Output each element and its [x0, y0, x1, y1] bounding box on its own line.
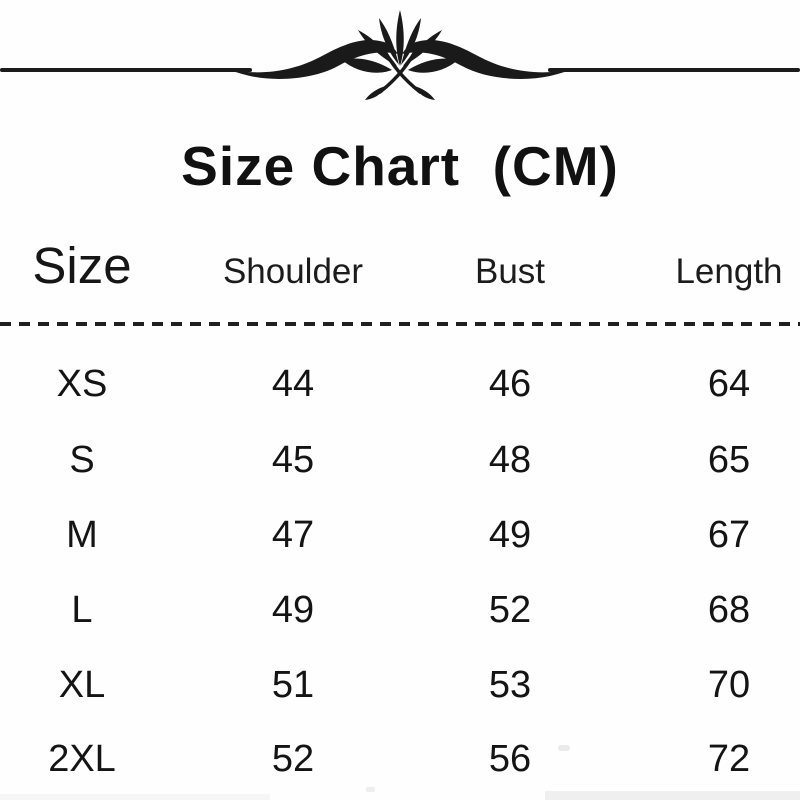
table-row: 2XL 52 56 72	[0, 740, 800, 778]
size-label: S	[69, 439, 95, 481]
shoulder-value: 49	[271, 589, 315, 631]
shoulder-value: 47	[271, 514, 315, 556]
table-row: XL 51 53 70	[0, 666, 800, 704]
bust-value: 52	[488, 589, 532, 631]
length-value: 67	[707, 514, 751, 556]
shoulder-value: 44	[271, 363, 315, 405]
top-rule-right	[548, 68, 800, 72]
table-row: S 45 48 65	[0, 441, 800, 479]
column-header-size: Size	[32, 237, 132, 294]
watermark-remnant	[558, 745, 570, 751]
watermark-remnant	[0, 794, 270, 800]
table-header-row: Size Shoulder Bust Length	[0, 236, 800, 295]
watermark-remnant	[545, 791, 800, 800]
length-value: 70	[707, 664, 751, 706]
length-value: 65	[707, 439, 751, 481]
column-header-shoulder: Shoulder	[222, 252, 364, 291]
column-header-bust: Bust	[474, 252, 546, 291]
bust-value: 46	[488, 363, 532, 405]
shoulder-value: 45	[271, 439, 315, 481]
table-row: XS 44 46 64	[0, 365, 800, 403]
top-rule-left	[0, 68, 252, 72]
size-label: XL	[58, 664, 106, 706]
size-label: XS	[56, 363, 108, 405]
column-header-length: Length	[675, 252, 783, 291]
table-row: M 47 49 67	[0, 516, 800, 554]
bust-value: 53	[488, 664, 532, 706]
size-label: 2XL	[48, 738, 116, 780]
floral-flourish-icon	[230, 10, 570, 100]
page-title: Size Chart (CM)	[181, 135, 619, 197]
size-label: M	[66, 514, 98, 556]
shoulder-value: 52	[271, 738, 315, 780]
length-value: 68	[707, 589, 751, 631]
table-row: L 49 52 68	[0, 591, 800, 629]
bust-value: 49	[488, 514, 532, 556]
length-value: 64	[707, 363, 751, 405]
length-value: 72	[707, 738, 751, 780]
watermark-remnant	[366, 787, 375, 792]
size-label: L	[71, 589, 93, 631]
shoulder-value: 51	[271, 664, 315, 706]
dashed-divider	[0, 322, 800, 326]
bust-value: 48	[488, 439, 532, 481]
bust-value: 56	[488, 738, 532, 780]
